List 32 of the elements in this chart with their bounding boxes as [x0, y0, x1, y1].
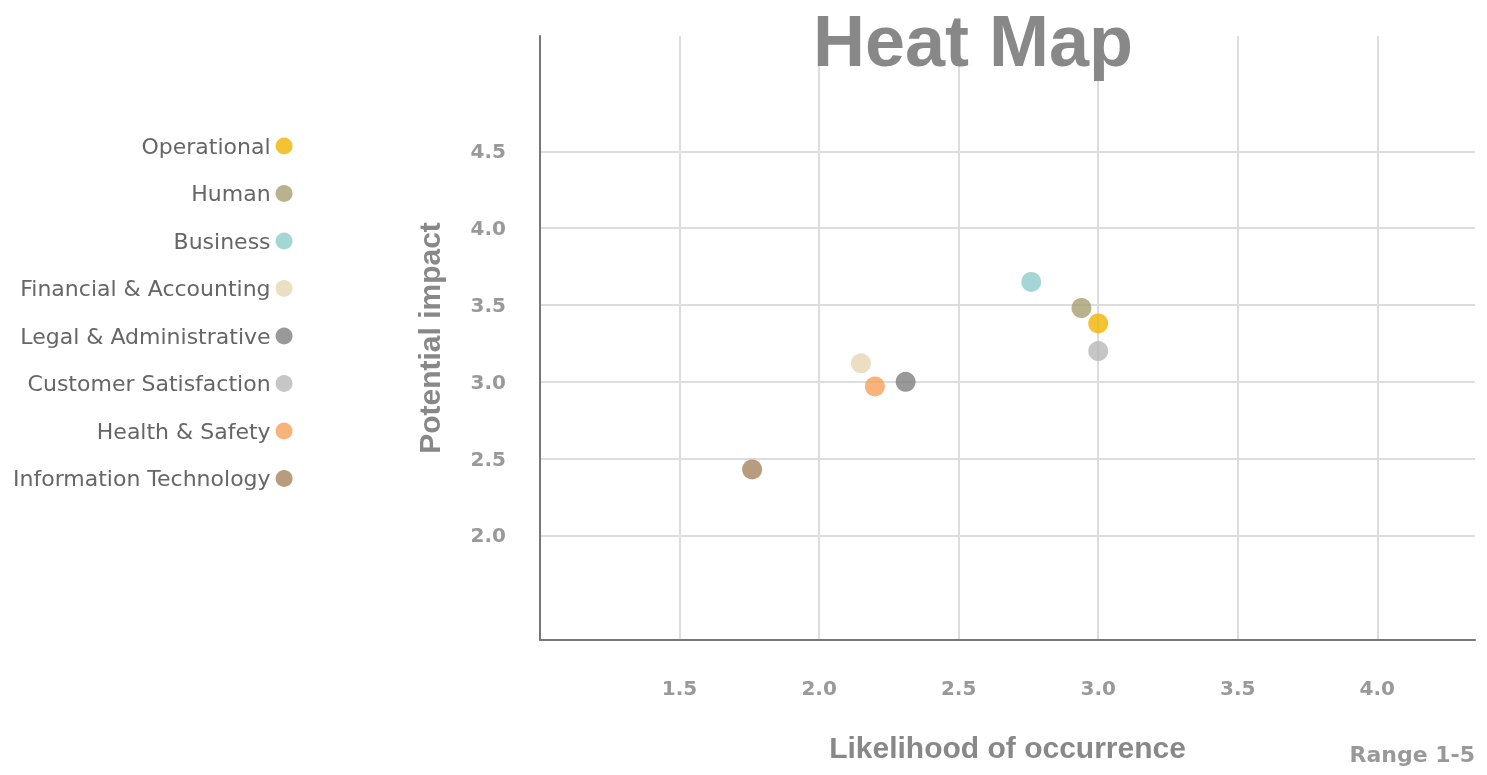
y-tick-label: 2.0 — [470, 523, 506, 548]
point — [1071, 298, 1092, 319]
legend-label: Customer Satisfaction — [27, 371, 271, 396]
point — [1088, 313, 1109, 334]
legend-label: Business — [173, 228, 271, 254]
point — [1088, 341, 1109, 362]
x-axis-title: Likelihood of occurrence — [829, 730, 1186, 764]
legend-label: Legal & Administrative — [20, 323, 271, 349]
chart-title: Heat Map — [812, 1, 1134, 81]
point — [1021, 271, 1042, 292]
legend-label: Human — [191, 181, 271, 206]
y-axis-title: Potential impact — [412, 222, 446, 454]
y-tick-label: 4.5 — [470, 139, 506, 164]
y-tick-label: 2.5 — [470, 446, 506, 471]
y-tick-label: 4.0 — [470, 216, 506, 241]
legend-label: Information Technology — [13, 466, 271, 491]
legend-label: Health & Safety — [96, 418, 271, 444]
x-tick-label: 3.0 — [1080, 676, 1116, 700]
y-tick-label: 3.5 — [470, 292, 506, 317]
point — [864, 376, 885, 397]
point — [895, 371, 916, 392]
point — [742, 459, 763, 480]
legend-label: Financial & Accounting — [20, 276, 271, 301]
x-tick-label: 3.5 — [1220, 676, 1256, 700]
legend-label: Operational — [141, 133, 271, 159]
x-tick-label: 2.5 — [940, 676, 977, 700]
point — [850, 353, 871, 374]
text: Range 1-5 — [1349, 741, 1476, 767]
y-tick-label: 3.0 — [470, 369, 506, 394]
x-tick-label: 2.0 — [801, 676, 837, 700]
x-tick-label: 4.0 — [1359, 676, 1396, 700]
x-tick-label: 1.5 — [661, 676, 698, 700]
